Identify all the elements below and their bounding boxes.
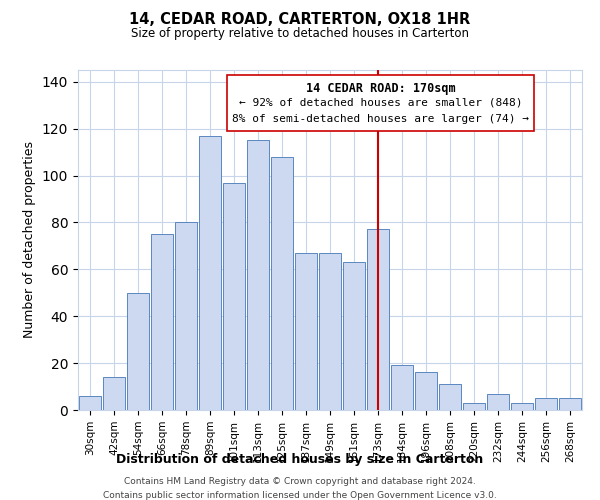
Bar — [367, 230, 389, 410]
Text: Size of property relative to detached houses in Carterton: Size of property relative to detached ho… — [131, 28, 469, 40]
Bar — [79, 396, 101, 410]
Bar — [391, 366, 413, 410]
Text: 8% of semi-detached houses are larger (74) →: 8% of semi-detached houses are larger (7… — [232, 114, 529, 124]
Bar — [271, 157, 293, 410]
Text: Contains HM Land Registry data © Crown copyright and database right 2024.: Contains HM Land Registry data © Crown c… — [124, 478, 476, 486]
Bar — [415, 372, 437, 410]
Bar — [175, 222, 197, 410]
Bar — [247, 140, 269, 410]
Bar — [463, 403, 485, 410]
Bar — [535, 398, 557, 410]
Bar — [199, 136, 221, 410]
Bar — [319, 253, 341, 410]
Text: 14 CEDAR ROAD: 170sqm: 14 CEDAR ROAD: 170sqm — [305, 82, 455, 94]
Text: Contains public sector information licensed under the Open Government Licence v3: Contains public sector information licen… — [103, 491, 497, 500]
Bar — [295, 253, 317, 410]
Bar — [439, 384, 461, 410]
Bar — [223, 182, 245, 410]
Bar — [127, 293, 149, 410]
Bar — [151, 234, 173, 410]
Text: ← 92% of detached houses are smaller (848): ← 92% of detached houses are smaller (84… — [239, 98, 522, 108]
Bar — [559, 398, 581, 410]
Bar — [511, 403, 533, 410]
Y-axis label: Number of detached properties: Number of detached properties — [23, 142, 37, 338]
Bar — [343, 262, 365, 410]
Bar — [103, 377, 125, 410]
FancyBboxPatch shape — [227, 74, 534, 131]
Text: Distribution of detached houses by size in Carterton: Distribution of detached houses by size … — [116, 452, 484, 466]
Text: 14, CEDAR ROAD, CARTERTON, OX18 1HR: 14, CEDAR ROAD, CARTERTON, OX18 1HR — [130, 12, 470, 28]
Bar — [487, 394, 509, 410]
